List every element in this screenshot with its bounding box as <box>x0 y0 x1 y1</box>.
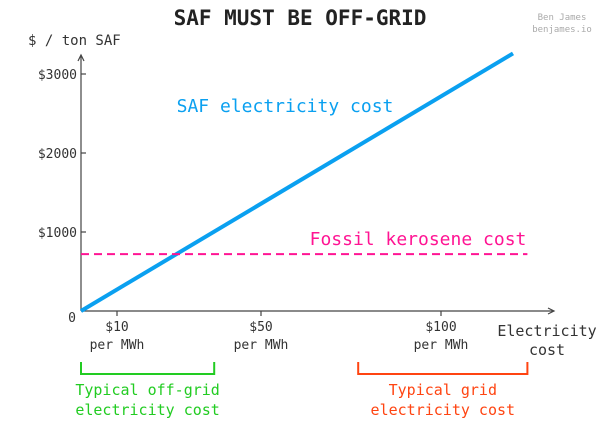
y-tick-label: $3000 <box>38 68 77 83</box>
y-tick-label: $2000 <box>38 147 77 162</box>
range-label: electricity cost <box>75 401 220 419</box>
range-bracket <box>80 362 216 375</box>
x-axis-label: cost <box>529 341 565 359</box>
y-axis-label: $ / ton SAF <box>28 33 121 49</box>
x-tick-sublabel: per MWh <box>234 338 289 353</box>
range-bracket <box>357 362 529 375</box>
x-tick-label: $50 <box>249 320 272 335</box>
origin-label: 0 <box>68 311 76 326</box>
series-label-kerosene: Fossil kerosene cost <box>310 229 527 250</box>
series-line-saf-electricity-cost <box>79 51 515 313</box>
range-label: Typical off-grid <box>75 381 220 399</box>
range-label: electricity cost <box>371 401 516 419</box>
x-tick-label: $100 <box>425 320 456 335</box>
chart-title: SAF MUST BE OFF-GRID <box>174 6 427 30</box>
x-tick-sublabel: per MWh <box>90 338 145 353</box>
x-tick-label: $10 <box>105 320 128 335</box>
x-axis-label: Electricity <box>497 322 596 340</box>
credit-site: benjames.io <box>532 25 592 35</box>
x-tick-sublabel: per MWh <box>414 338 469 353</box>
y-tick-label: $1000 <box>38 226 77 241</box>
series-label-saf: SAF electricity cost <box>177 96 394 117</box>
credit-name: Ben James <box>538 13 587 23</box>
x-axis-arrow-icon <box>547 307 556 315</box>
range-label: Typical grid <box>389 381 497 399</box>
y-axis-arrow-icon <box>77 53 85 62</box>
